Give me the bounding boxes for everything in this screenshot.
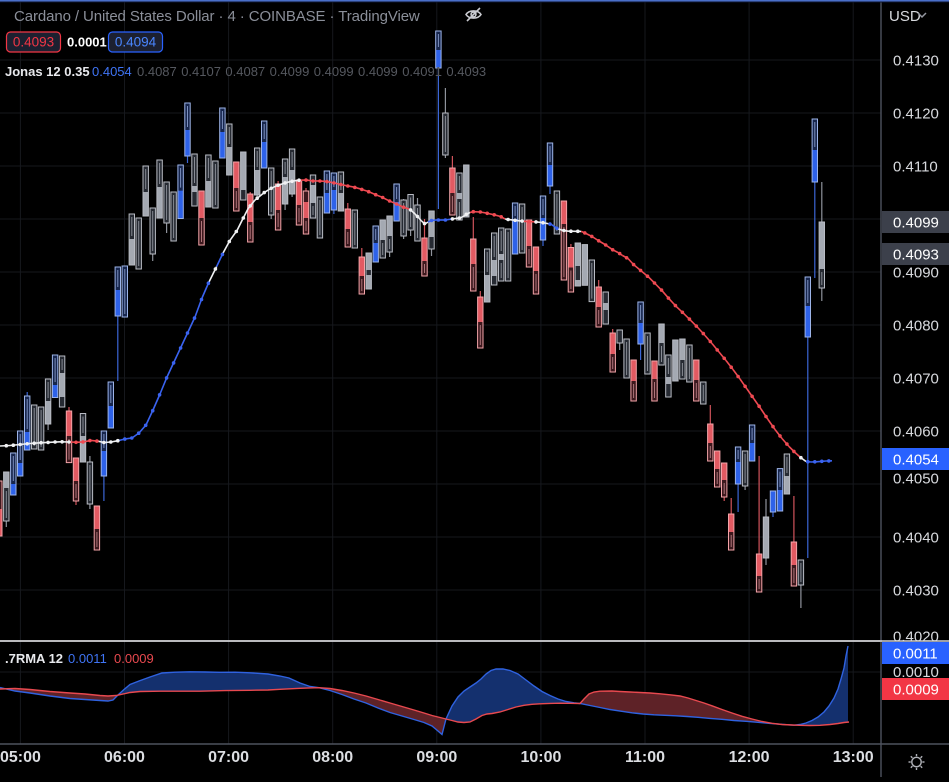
svg-text:0.4091: 0.4091 xyxy=(402,64,442,79)
svg-text:0.0011: 0.0011 xyxy=(893,646,938,663)
svg-text:0.4099: 0.4099 xyxy=(314,64,354,79)
svg-text:0.4050: 0.4050 xyxy=(893,471,939,488)
svg-text:0.4130: 0.4130 xyxy=(893,53,939,70)
svg-text:0.4094: 0.4094 xyxy=(115,35,157,50)
svg-text:0.4107: 0.4107 xyxy=(181,64,221,79)
svg-text:Jonas 12 0.35: Jonas 12 0.35 xyxy=(5,64,90,79)
svg-text:USD: USD xyxy=(889,8,921,25)
svg-text:Cardano / United States Dollar: Cardano / United States Dollar · 4 · COI… xyxy=(14,8,420,25)
svg-text:09:00: 09:00 xyxy=(416,749,457,766)
svg-text:0.4093: 0.4093 xyxy=(13,35,54,50)
svg-text:0.4093: 0.4093 xyxy=(893,247,939,264)
svg-text:0.4030: 0.4030 xyxy=(893,583,939,600)
svg-text:0.0011: 0.0011 xyxy=(68,651,107,666)
svg-text:0.4040: 0.4040 xyxy=(893,530,939,547)
svg-text:0.4099: 0.4099 xyxy=(270,64,310,79)
svg-text:0.4054: 0.4054 xyxy=(92,64,132,79)
svg-text:0.4099: 0.4099 xyxy=(358,64,398,79)
svg-text:0.4120: 0.4120 xyxy=(893,106,939,123)
svg-text:0.4087: 0.4087 xyxy=(137,64,177,79)
svg-text:0.4060: 0.4060 xyxy=(893,424,939,441)
svg-text:0.0001: 0.0001 xyxy=(67,35,107,50)
svg-text:0.4090: 0.4090 xyxy=(893,265,939,282)
svg-text:0.0009: 0.0009 xyxy=(893,682,939,699)
svg-text:05:00: 05:00 xyxy=(0,749,41,766)
svg-text:0.4054: 0.4054 xyxy=(893,452,939,469)
svg-text:0.4080: 0.4080 xyxy=(893,318,939,335)
svg-text:.7RMA 12: .7RMA 12 xyxy=(5,651,63,666)
svg-text:0.0009: 0.0009 xyxy=(114,651,154,666)
svg-text:10:00: 10:00 xyxy=(520,749,561,766)
svg-text:11:00: 11:00 xyxy=(625,749,665,766)
svg-text:13:00: 13:00 xyxy=(833,749,874,766)
svg-text:0.4099: 0.4099 xyxy=(893,215,939,232)
svg-text:0.4093: 0.4093 xyxy=(446,64,486,79)
svg-text:0.4110: 0.4110 xyxy=(893,159,938,176)
svg-text:12:00: 12:00 xyxy=(729,749,770,766)
svg-text:0.4070: 0.4070 xyxy=(893,371,939,388)
svg-text:08:00: 08:00 xyxy=(312,749,353,766)
svg-text:0.4087: 0.4087 xyxy=(225,64,265,79)
svg-text:07:00: 07:00 xyxy=(208,749,249,766)
svg-text:06:00: 06:00 xyxy=(104,749,145,766)
